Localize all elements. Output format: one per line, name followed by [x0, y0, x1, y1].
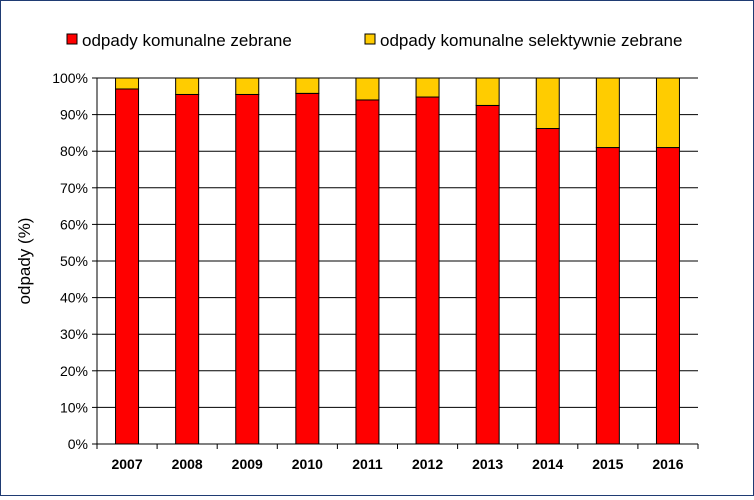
y-tick-label: 100% [52, 70, 88, 86]
x-tick-label: 2012 [412, 456, 443, 472]
bars [115, 77, 680, 445]
bar-segment-selektywnie-2012 [415, 77, 440, 98]
y-tick-label: 90% [60, 107, 88, 123]
x-tick-labels: 2007 2008 2009 2010 2011 2012 2013 2014 2015 2016 [111, 456, 683, 472]
x-tick-label: 2008 [172, 456, 203, 472]
bar-segment-selektywnie-2016 [655, 77, 680, 149]
x-tick-label: 2016 [652, 456, 683, 472]
y-tick-label: 80% [60, 143, 88, 159]
x-tick-label: 2009 [232, 456, 263, 472]
bar-segment-zebrane-2009 [235, 93, 260, 445]
bar-segment-selektywnie-2011 [355, 77, 380, 101]
bar-segment-zebrane-2010 [295, 92, 320, 445]
legend-label: odpady komunalne selektywnie zebrane [380, 31, 682, 50]
bar-segment-selektywnie-2014 [535, 77, 560, 130]
bar-segment-zebrane-2011 [355, 99, 380, 445]
bar-segment-selektywnie-2015 [595, 77, 620, 149]
y-tick-label: 70% [60, 180, 88, 196]
legend: odpady komunalne zebrane odpady komunalne… [66, 31, 682, 50]
bar-segment-selektywnie-2009 [235, 77, 260, 95]
y-tick-label: 20% [60, 363, 88, 379]
y-axis-label: odpady (%) [15, 218, 34, 305]
x-tick-label: 2013 [472, 456, 503, 472]
y-tick-label: 60% [60, 216, 88, 232]
x-tick-label: 2007 [111, 456, 142, 472]
legend-swatch [364, 33, 376, 45]
x-tick-label: 2011 [352, 456, 383, 472]
legend-label: odpady komunalne zebrane [82, 31, 292, 50]
axes [92, 77, 699, 449]
y-tick-label: 0% [68, 436, 88, 452]
bar-segment-zebrane-2013 [475, 104, 500, 445]
bar-segment-selektywnie-2010 [295, 77, 320, 94]
bar-segment-zebrane-2007 [115, 88, 140, 445]
bar-segment-zebrane-2015 [595, 147, 620, 445]
bar-segment-zebrane-2014 [535, 128, 560, 445]
x-tick-label: 2014 [532, 456, 563, 472]
bar-segment-selektywnie-2013 [475, 77, 500, 106]
y-tick-label: 10% [60, 399, 88, 415]
x-tick-label: 2010 [292, 456, 323, 472]
legend-swatch [66, 33, 78, 45]
bar-segment-zebrane-2016 [655, 147, 680, 445]
bar-segment-zebrane-2008 [175, 93, 200, 445]
bar-segment-zebrane-2012 [415, 96, 440, 445]
y-tick-label: 40% [60, 290, 88, 306]
y-tick-labels: 0% 10% 20% 30% 40% 50% 60% 70% 80% 90% 100% [52, 70, 88, 452]
y-tick-label: 30% [60, 326, 88, 342]
bar-segment-selektywnie-2008 [175, 77, 200, 95]
bar-segment-selektywnie-2007 [115, 77, 140, 90]
y-tick-label: 50% [60, 253, 88, 269]
x-tick-label: 2015 [592, 456, 623, 472]
